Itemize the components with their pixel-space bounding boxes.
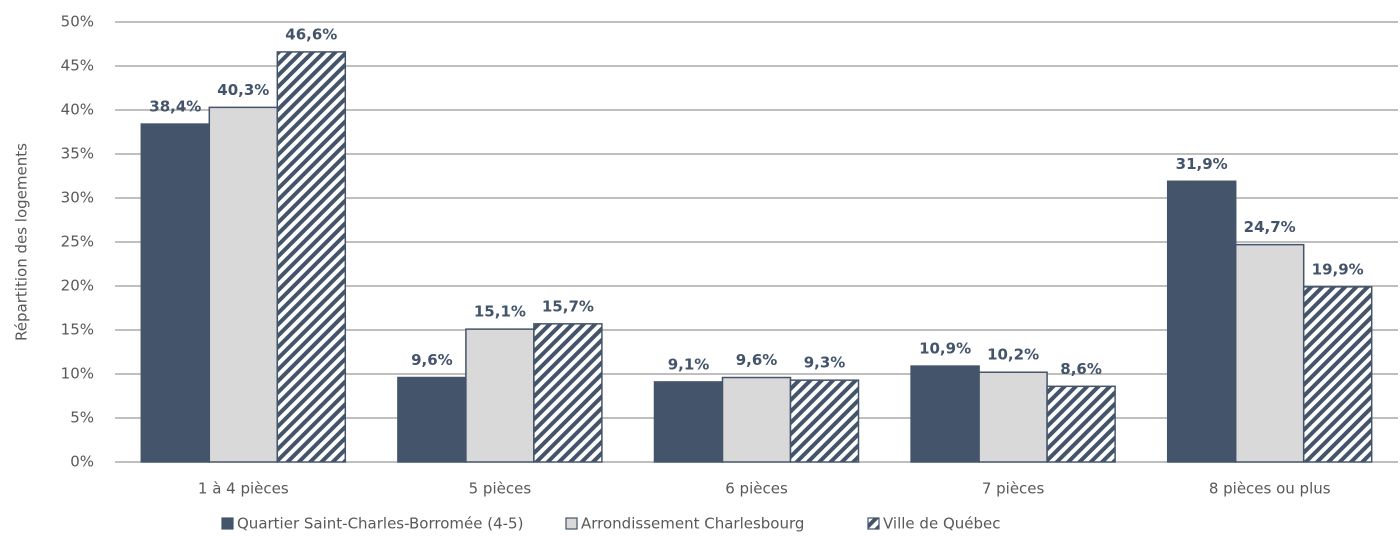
bar (208, 106, 279, 463)
bar (910, 365, 980, 463)
y-tick-label: 40% (61, 101, 94, 119)
legend-swatch (867, 517, 880, 530)
legend-swatch (221, 517, 234, 530)
x-tick-label: 5 pièces (469, 480, 532, 498)
bar (789, 379, 860, 463)
y-tick-label: 20% (61, 277, 94, 295)
y-tick-label: 35% (61, 145, 94, 163)
value-label: 10,9% (919, 340, 971, 358)
bar (465, 328, 535, 463)
value-label: 15,1% (474, 303, 526, 321)
value-label: 19,9% (1312, 260, 1364, 278)
y-tick-label: 25% (61, 233, 94, 251)
bar (721, 376, 792, 463)
bar (276, 51, 347, 463)
bar (397, 376, 467, 463)
value-label: 10,2% (987, 346, 1039, 364)
bar (1234, 243, 1305, 463)
legend-label: Ville de Québec (883, 515, 1001, 533)
legend-label: Arrondissement Charlesbourg (581, 515, 804, 533)
y-tick-label: 10% (61, 365, 94, 383)
y-tick-label: 5% (70, 409, 94, 427)
value-label: 15,7% (542, 297, 594, 315)
bar (533, 323, 603, 463)
x-tick-label: 8 pièces ou plus (1209, 480, 1331, 498)
legend-label: Quartier Saint-Charles-Borromée (4-5) (237, 515, 523, 533)
bar (1046, 385, 1116, 463)
value-label: 9,1% (668, 355, 710, 373)
y-tick-label: 50% (61, 13, 94, 31)
legend-swatch (565, 517, 578, 530)
bar (653, 381, 724, 463)
y-tick-label: 0% (70, 453, 94, 471)
bar (1302, 286, 1373, 463)
x-tick-label: 7 pièces (982, 480, 1045, 498)
y-tick-label: 15% (61, 321, 94, 339)
value-label: 40,3% (217, 81, 269, 99)
value-label: 38,4% (149, 98, 201, 116)
value-label: 24,7% (1244, 218, 1296, 236)
value-label: 9,6% (411, 351, 453, 369)
value-label: 31,9% (1176, 155, 1228, 173)
y-tick-label: 45% (61, 57, 94, 75)
y-axis-label: Répartition des logements (13, 143, 31, 341)
x-tick-label: 6 pièces (725, 480, 788, 498)
bar (1166, 180, 1237, 463)
value-label: 46,6% (285, 25, 337, 43)
value-label: 9,3% (804, 354, 846, 372)
y-tick-label: 30% (61, 189, 94, 207)
x-tick-label: 1 à 4 pièces (198, 480, 289, 498)
bar (140, 123, 211, 463)
bar (978, 371, 1048, 463)
value-label: 8,6% (1060, 360, 1102, 378)
value-label: 9,6% (736, 351, 778, 369)
